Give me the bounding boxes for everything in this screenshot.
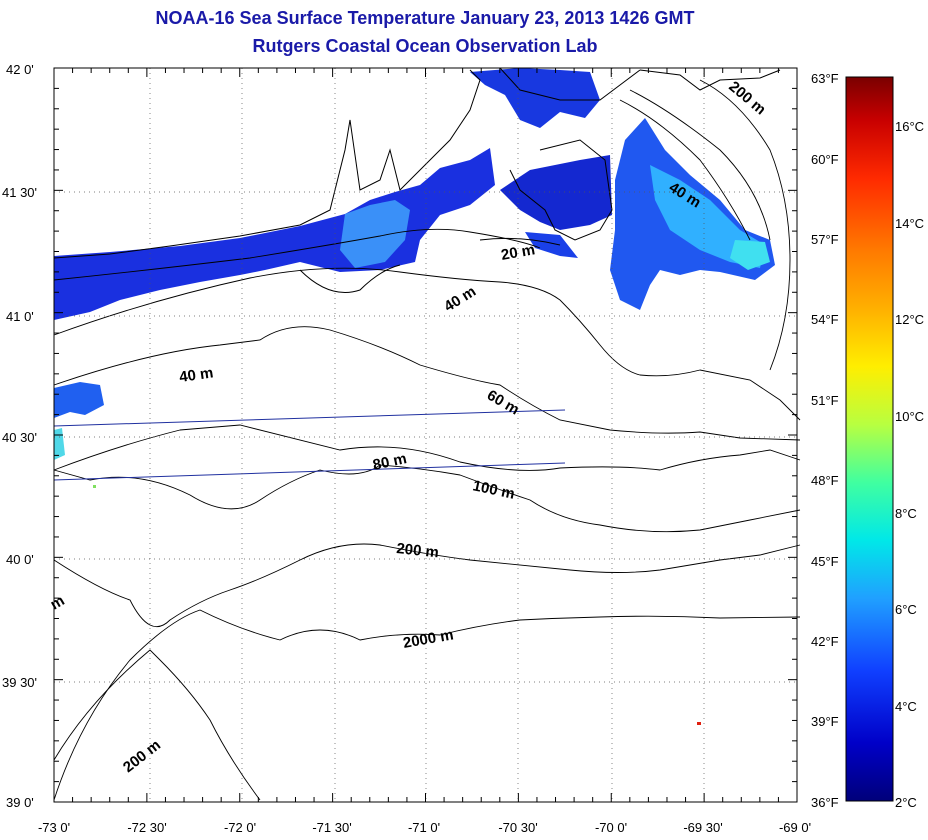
- lat-label: 39 30': [2, 675, 37, 690]
- c-label: 2°C: [895, 795, 917, 810]
- depth-label-200-sw: 200 m: [120, 737, 164, 777]
- coastline: [53, 67, 781, 293]
- f-label: 42°F: [811, 634, 839, 649]
- c-label: 8°C: [895, 506, 917, 521]
- sst-coverage: [54, 68, 775, 725]
- depth-label-100: 100 m: [471, 477, 516, 502]
- lon-label: -69 0': [779, 820, 811, 835]
- f-label: 36°F: [811, 795, 839, 810]
- lon-label: -72 30': [127, 820, 166, 835]
- lon-label: -73 0': [38, 820, 70, 835]
- lat-label: 41 30': [2, 185, 37, 200]
- lat-label: 39 0': [6, 795, 34, 810]
- tick-marks: [53, 67, 798, 803]
- sst-pixel-red: [697, 722, 701, 725]
- map-subtitle: Rutgers Coastal Ocean Observation Lab: [252, 36, 598, 56]
- track-lines: [53, 409, 566, 481]
- sst-pixel-green: [93, 485, 96, 488]
- f-label: 60°F: [811, 152, 839, 167]
- color-bar: 63°F 60°F 57°F 54°F 51°F 48°F 45°F 42°F …: [811, 71, 924, 810]
- depth-label-40-north: 40 m: [441, 283, 479, 316]
- lat-label: 41 0': [6, 309, 34, 324]
- fahrenheit-scale: 63°F 60°F 57°F 54°F 51°F 48°F 45°F 42°F …: [811, 71, 839, 810]
- bathymetry-contours: [53, 79, 801, 801]
- depth-label-40-west: 40 m: [178, 364, 214, 386]
- sst-patch-east-cyan: [730, 240, 770, 270]
- c-label: 4°C: [895, 699, 917, 714]
- c-label: 10°C: [895, 409, 924, 424]
- f-label: 45°F: [811, 554, 839, 569]
- f-label: 54°F: [811, 312, 839, 327]
- c-label: 16°C: [895, 119, 924, 134]
- f-label: 57°F: [811, 232, 839, 247]
- depth-label-200-mid: 200 m: [396, 540, 440, 561]
- latitude-labels: 42 0' 41 30' 41 0' 40 30' 40 0' 39 30' 3…: [2, 62, 37, 810]
- depth-label-60: 60 m: [484, 387, 522, 419]
- color-bar-gradient: [845, 76, 894, 802]
- map-title: NOAA-16 Sea Surface Temperature January …: [155, 8, 695, 28]
- lon-label: -70 0': [595, 820, 627, 835]
- lat-label: 42 0': [6, 62, 34, 77]
- celsius-scale: 16°C 14°C 12°C 10°C 8°C 6°C 4°C 2°C: [895, 119, 924, 810]
- depth-label-2000: 2000 m: [402, 626, 455, 652]
- sst-patch-sw-cyan: [54, 428, 65, 460]
- sst-patch-central: [500, 155, 612, 230]
- depth-label-20: 20 m: [500, 241, 537, 264]
- c-label: 14°C: [895, 216, 924, 231]
- c-label: 6°C: [895, 602, 917, 617]
- sst-patch-west: [54, 148, 495, 320]
- lat-label: 40 30': [2, 430, 37, 445]
- lon-label: -72 0': [224, 820, 256, 835]
- f-label: 51°F: [811, 393, 839, 408]
- f-label: 63°F: [811, 71, 839, 86]
- lon-label: -71 0': [408, 820, 440, 835]
- depth-label-80: 80 m: [371, 450, 408, 474]
- lon-label: -71 30': [312, 820, 351, 835]
- c-label: 12°C: [895, 312, 924, 327]
- sst-patch-west-light: [340, 200, 410, 268]
- depth-label-200-ne: 200 m: [725, 78, 769, 118]
- lon-label: -69 30': [683, 820, 722, 835]
- depth-label-m-edge: m: [48, 592, 68, 613]
- lat-label: 40 0': [6, 552, 34, 567]
- f-label: 39°F: [811, 714, 839, 729]
- sst-patch-small: [525, 232, 578, 258]
- sst-patch-sw: [54, 382, 104, 418]
- lon-label: -70 30': [498, 820, 537, 835]
- sst-patch-north: [470, 68, 600, 128]
- f-label: 48°F: [811, 473, 839, 488]
- longitude-labels: -73 0' -72 30' -72 0' -71 30' -71 0' -70…: [38, 820, 811, 835]
